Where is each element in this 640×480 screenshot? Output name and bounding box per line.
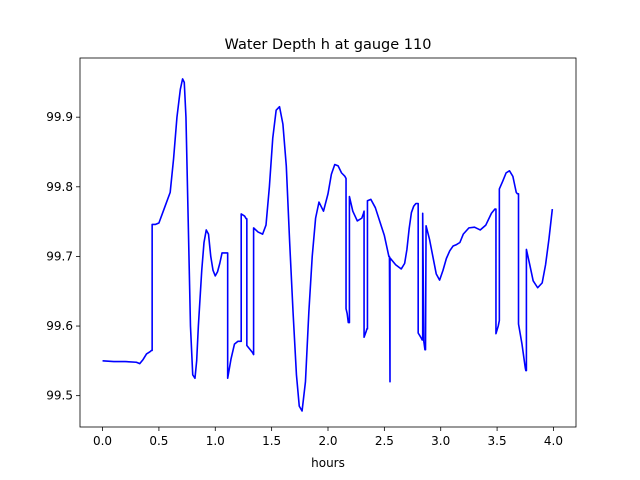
x-tick-label: 3.5 xyxy=(488,434,507,448)
x-tick-label: 1.5 xyxy=(262,434,281,448)
x-tick-label: 4.0 xyxy=(544,434,563,448)
y-tick-label: 99.5 xyxy=(46,389,73,403)
axes-frame xyxy=(79,57,577,428)
series-line-0 xyxy=(102,78,554,412)
y-tick-label: 99.6 xyxy=(46,319,73,333)
x-axis-ticks: 0.0 0.5 1.0 1.5 2.0 2.5 3.0 3.5 4.0 xyxy=(93,427,563,448)
chart-title: Water Depth h at gauge 110 xyxy=(225,37,432,53)
x-axis-label: hours xyxy=(311,456,345,470)
x-tick-label: 1.0 xyxy=(206,434,225,448)
x-tick-label: 2.5 xyxy=(375,434,394,448)
x-tick-label: 2.0 xyxy=(318,434,337,448)
y-axis-ticks: 99.5 99.6 99.7 99.8 99.9 xyxy=(46,110,80,403)
x-tick-label: 3.0 xyxy=(431,434,450,448)
x-tick-label: 0.0 xyxy=(93,434,112,448)
x-tick-label: 0.5 xyxy=(149,434,168,448)
y-tick-label: 99.7 xyxy=(46,249,73,263)
y-tick-label: 99.8 xyxy=(46,180,73,194)
plot-area xyxy=(79,57,577,428)
y-tick-label: 99.9 xyxy=(46,110,73,124)
